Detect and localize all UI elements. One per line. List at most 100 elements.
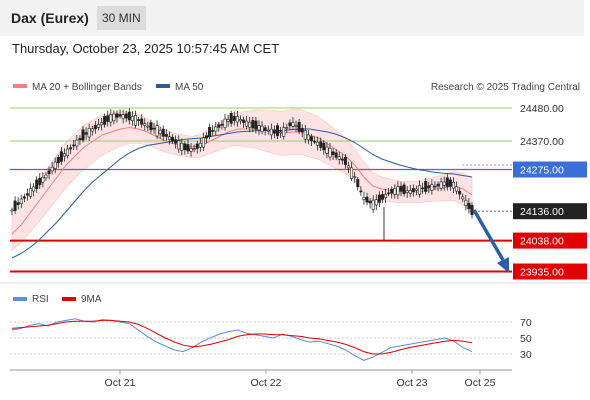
candle-body [161, 128, 165, 137]
candle-body [90, 128, 94, 132]
candle-body [368, 200, 372, 204]
candle-body [10, 209, 14, 212]
candle-body [152, 127, 156, 130]
candle [16, 197, 20, 210]
candle [359, 186, 363, 197]
candle [93, 120, 97, 134]
candle-body [455, 186, 459, 192]
candle [38, 172, 42, 190]
candle-body [257, 125, 261, 131]
candle [84, 127, 88, 140]
candle [183, 141, 187, 155]
candle-body [371, 199, 375, 210]
rsi-tick-label: 30 [520, 349, 532, 361]
candle [257, 120, 261, 136]
candle [62, 148, 66, 162]
candle [29, 183, 33, 199]
candle [171, 134, 175, 144]
candle [276, 122, 280, 140]
rsi-legend-swatch [13, 297, 27, 301]
candle [377, 191, 381, 207]
header-bar: Dax (Eurex) 30 MIN [0, 0, 584, 36]
candle-body [325, 146, 329, 154]
x-axis-ticks: Oct 21 Oct 22 Oct 23 Oct 25 [105, 370, 496, 389]
candle-body [127, 111, 131, 121]
rsi-legend-label: RSI [32, 294, 49, 305]
candle-body [337, 156, 341, 160]
candle-body [81, 129, 85, 141]
candle-body [353, 176, 357, 178]
candle-body [146, 125, 150, 128]
candle-body [251, 120, 255, 129]
candle [118, 109, 122, 119]
candle [35, 176, 39, 193]
candle [115, 110, 119, 123]
candle-body [75, 139, 79, 147]
candle-body [414, 188, 418, 191]
candle-body [204, 135, 208, 139]
candle [124, 110, 128, 123]
candle-body [124, 113, 128, 119]
x-tick-label: Oct 23 [397, 377, 428, 389]
rsi-panel: 70 50 30 [10, 317, 532, 361]
candle [365, 192, 369, 206]
x-tick-label: Oct 22 [251, 377, 282, 389]
candle-body [195, 143, 199, 149]
candle-body [365, 196, 369, 203]
candle-body [260, 125, 264, 133]
candle [146, 121, 150, 132]
candle [254, 117, 258, 134]
candle [158, 126, 162, 139]
candle [433, 181, 437, 191]
level-label-24136.00: 24136.00 [520, 206, 564, 218]
ma50-legend-swatch [156, 84, 170, 88]
candle [245, 116, 249, 130]
candle-body [384, 193, 388, 198]
candle-body [41, 177, 45, 183]
candle-body [445, 177, 449, 188]
candle-body [35, 179, 39, 189]
candle [347, 161, 351, 174]
candle-body [467, 202, 471, 210]
candle-body [47, 170, 51, 175]
bollinger-band-area [11, 109, 473, 252]
ma20-legend-label: MA 20 + Bollinger Bands [32, 82, 142, 93]
candle [291, 117, 295, 131]
candle-body [461, 196, 465, 200]
candle [87, 123, 91, 141]
candle [100, 118, 104, 131]
candle-body [72, 144, 76, 147]
level-label-24480.00: 24480.00 [520, 103, 564, 115]
candle [25, 188, 29, 201]
candle [285, 123, 289, 134]
candle [306, 130, 310, 145]
candle [384, 188, 388, 203]
timeframe-button[interactable]: 30 MIN [97, 6, 146, 30]
candle-body [470, 205, 474, 216]
candle [353, 171, 357, 183]
candle-body [436, 183, 440, 187]
timestamp: Thursday, October 23, 2025 10:57:45 AM C… [12, 41, 280, 56]
candle [47, 166, 51, 180]
candle [356, 177, 360, 191]
candle [350, 162, 354, 181]
candle-body [300, 128, 304, 133]
candle [143, 118, 147, 131]
candle-body [343, 156, 347, 165]
candle [133, 110, 137, 129]
candle [204, 132, 208, 144]
candle [103, 113, 107, 128]
rsi-ma-legend-label: 9MA [81, 294, 102, 305]
candle [269, 123, 273, 140]
candle [41, 172, 45, 188]
candle-body [155, 125, 159, 137]
candle [189, 143, 193, 157]
ma50-line [11, 128, 473, 259]
candle-body [32, 186, 36, 192]
candle-body [198, 142, 202, 148]
candle-body [232, 116, 236, 121]
candle-body [25, 193, 29, 196]
candle-body [66, 148, 70, 157]
candle-body [377, 194, 381, 203]
candle-body [167, 136, 171, 140]
